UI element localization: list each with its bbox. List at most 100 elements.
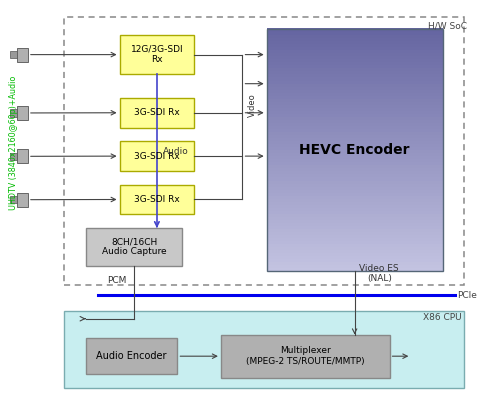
Bar bbox=[266, 137, 442, 141]
Bar bbox=[266, 125, 442, 129]
Bar bbox=[266, 177, 442, 181]
Bar bbox=[266, 149, 442, 153]
Bar bbox=[119, 185, 194, 214]
Bar bbox=[266, 237, 442, 241]
Text: X86 CPU: X86 CPU bbox=[423, 313, 461, 322]
Bar bbox=[266, 37, 442, 41]
Bar bbox=[266, 56, 442, 59]
Bar bbox=[266, 168, 442, 172]
Bar bbox=[17, 106, 28, 120]
Bar bbox=[266, 201, 442, 205]
Bar bbox=[266, 92, 442, 96]
Bar bbox=[266, 98, 442, 102]
Bar bbox=[266, 204, 442, 208]
Bar bbox=[266, 77, 442, 81]
Bar bbox=[266, 146, 442, 150]
Bar bbox=[266, 189, 442, 193]
Bar bbox=[17, 149, 28, 164]
Bar bbox=[266, 128, 442, 132]
Bar bbox=[119, 141, 194, 171]
Bar bbox=[266, 195, 442, 198]
Bar bbox=[266, 213, 442, 217]
Bar bbox=[266, 152, 442, 156]
Bar bbox=[266, 171, 442, 174]
Bar bbox=[266, 95, 442, 99]
Bar bbox=[266, 104, 442, 108]
Bar bbox=[266, 198, 442, 202]
Bar bbox=[266, 249, 442, 253]
Bar bbox=[266, 40, 442, 44]
Text: HEVC Encoder: HEVC Encoder bbox=[299, 143, 409, 157]
Bar bbox=[266, 183, 442, 187]
Bar bbox=[266, 247, 442, 250]
Bar bbox=[266, 256, 442, 259]
Bar bbox=[266, 134, 442, 138]
Bar bbox=[64, 311, 463, 388]
Bar bbox=[10, 153, 17, 160]
Bar bbox=[266, 231, 442, 235]
Bar bbox=[266, 140, 442, 144]
Bar bbox=[266, 113, 442, 117]
Bar bbox=[266, 216, 442, 220]
Text: PCM: PCM bbox=[107, 276, 126, 285]
Bar bbox=[266, 58, 442, 62]
Bar bbox=[266, 74, 442, 77]
Bar bbox=[266, 101, 442, 105]
Text: Video ES
(NAL): Video ES (NAL) bbox=[359, 264, 398, 283]
Text: PCIe: PCIe bbox=[456, 291, 476, 300]
Bar bbox=[266, 165, 442, 168]
Bar bbox=[266, 252, 442, 256]
Bar bbox=[266, 43, 442, 47]
Text: Video: Video bbox=[248, 93, 257, 117]
Text: 3G-SDI Rx: 3G-SDI Rx bbox=[134, 108, 180, 117]
Bar bbox=[10, 196, 17, 203]
Bar bbox=[266, 162, 442, 166]
Bar bbox=[266, 262, 442, 265]
Bar bbox=[266, 122, 442, 126]
Text: Multiplexer
(MPEG-2 TS/ROUTE/MMTP): Multiplexer (MPEG-2 TS/ROUTE/MMTP) bbox=[245, 347, 364, 366]
Bar bbox=[266, 158, 442, 162]
Bar bbox=[17, 48, 28, 62]
Bar bbox=[266, 62, 442, 66]
Text: 8CH/16CH
Audio Capture: 8CH/16CH Audio Capture bbox=[102, 237, 166, 256]
Text: Audio: Audio bbox=[162, 147, 188, 156]
Bar bbox=[266, 83, 442, 87]
Bar bbox=[266, 110, 442, 114]
Bar bbox=[266, 119, 442, 123]
Bar bbox=[266, 107, 442, 111]
Bar bbox=[86, 228, 182, 266]
Bar bbox=[266, 156, 442, 159]
Bar bbox=[266, 222, 442, 226]
Bar bbox=[17, 193, 28, 207]
Bar bbox=[119, 98, 194, 127]
Bar bbox=[266, 67, 442, 71]
Bar bbox=[266, 243, 442, 247]
Text: H/W SoC: H/W SoC bbox=[427, 21, 466, 30]
Bar bbox=[266, 65, 442, 68]
Bar bbox=[266, 29, 442, 272]
Bar bbox=[266, 143, 442, 147]
Bar bbox=[266, 34, 442, 38]
Bar bbox=[266, 258, 442, 262]
Bar bbox=[266, 131, 442, 135]
Bar bbox=[266, 173, 442, 177]
Bar bbox=[266, 80, 442, 83]
Bar bbox=[266, 89, 442, 93]
Bar bbox=[266, 71, 442, 75]
Text: 3G-SDI Rx: 3G-SDI Rx bbox=[134, 152, 180, 161]
Bar bbox=[266, 225, 442, 229]
Bar bbox=[266, 228, 442, 232]
Text: UHDTV (3840x2160@60p)+Audio: UHDTV (3840x2160@60p)+Audio bbox=[9, 76, 18, 210]
Bar bbox=[10, 51, 17, 58]
Bar bbox=[266, 240, 442, 244]
Bar bbox=[64, 17, 463, 285]
Bar bbox=[266, 264, 442, 268]
Bar bbox=[119, 35, 194, 74]
Bar bbox=[266, 186, 442, 190]
Bar bbox=[266, 28, 442, 32]
Bar bbox=[266, 46, 442, 50]
Bar bbox=[266, 219, 442, 223]
Text: 12G/3G-SDI
Rx: 12G/3G-SDI Rx bbox=[130, 45, 183, 64]
Bar bbox=[266, 31, 442, 35]
Bar bbox=[266, 207, 442, 211]
